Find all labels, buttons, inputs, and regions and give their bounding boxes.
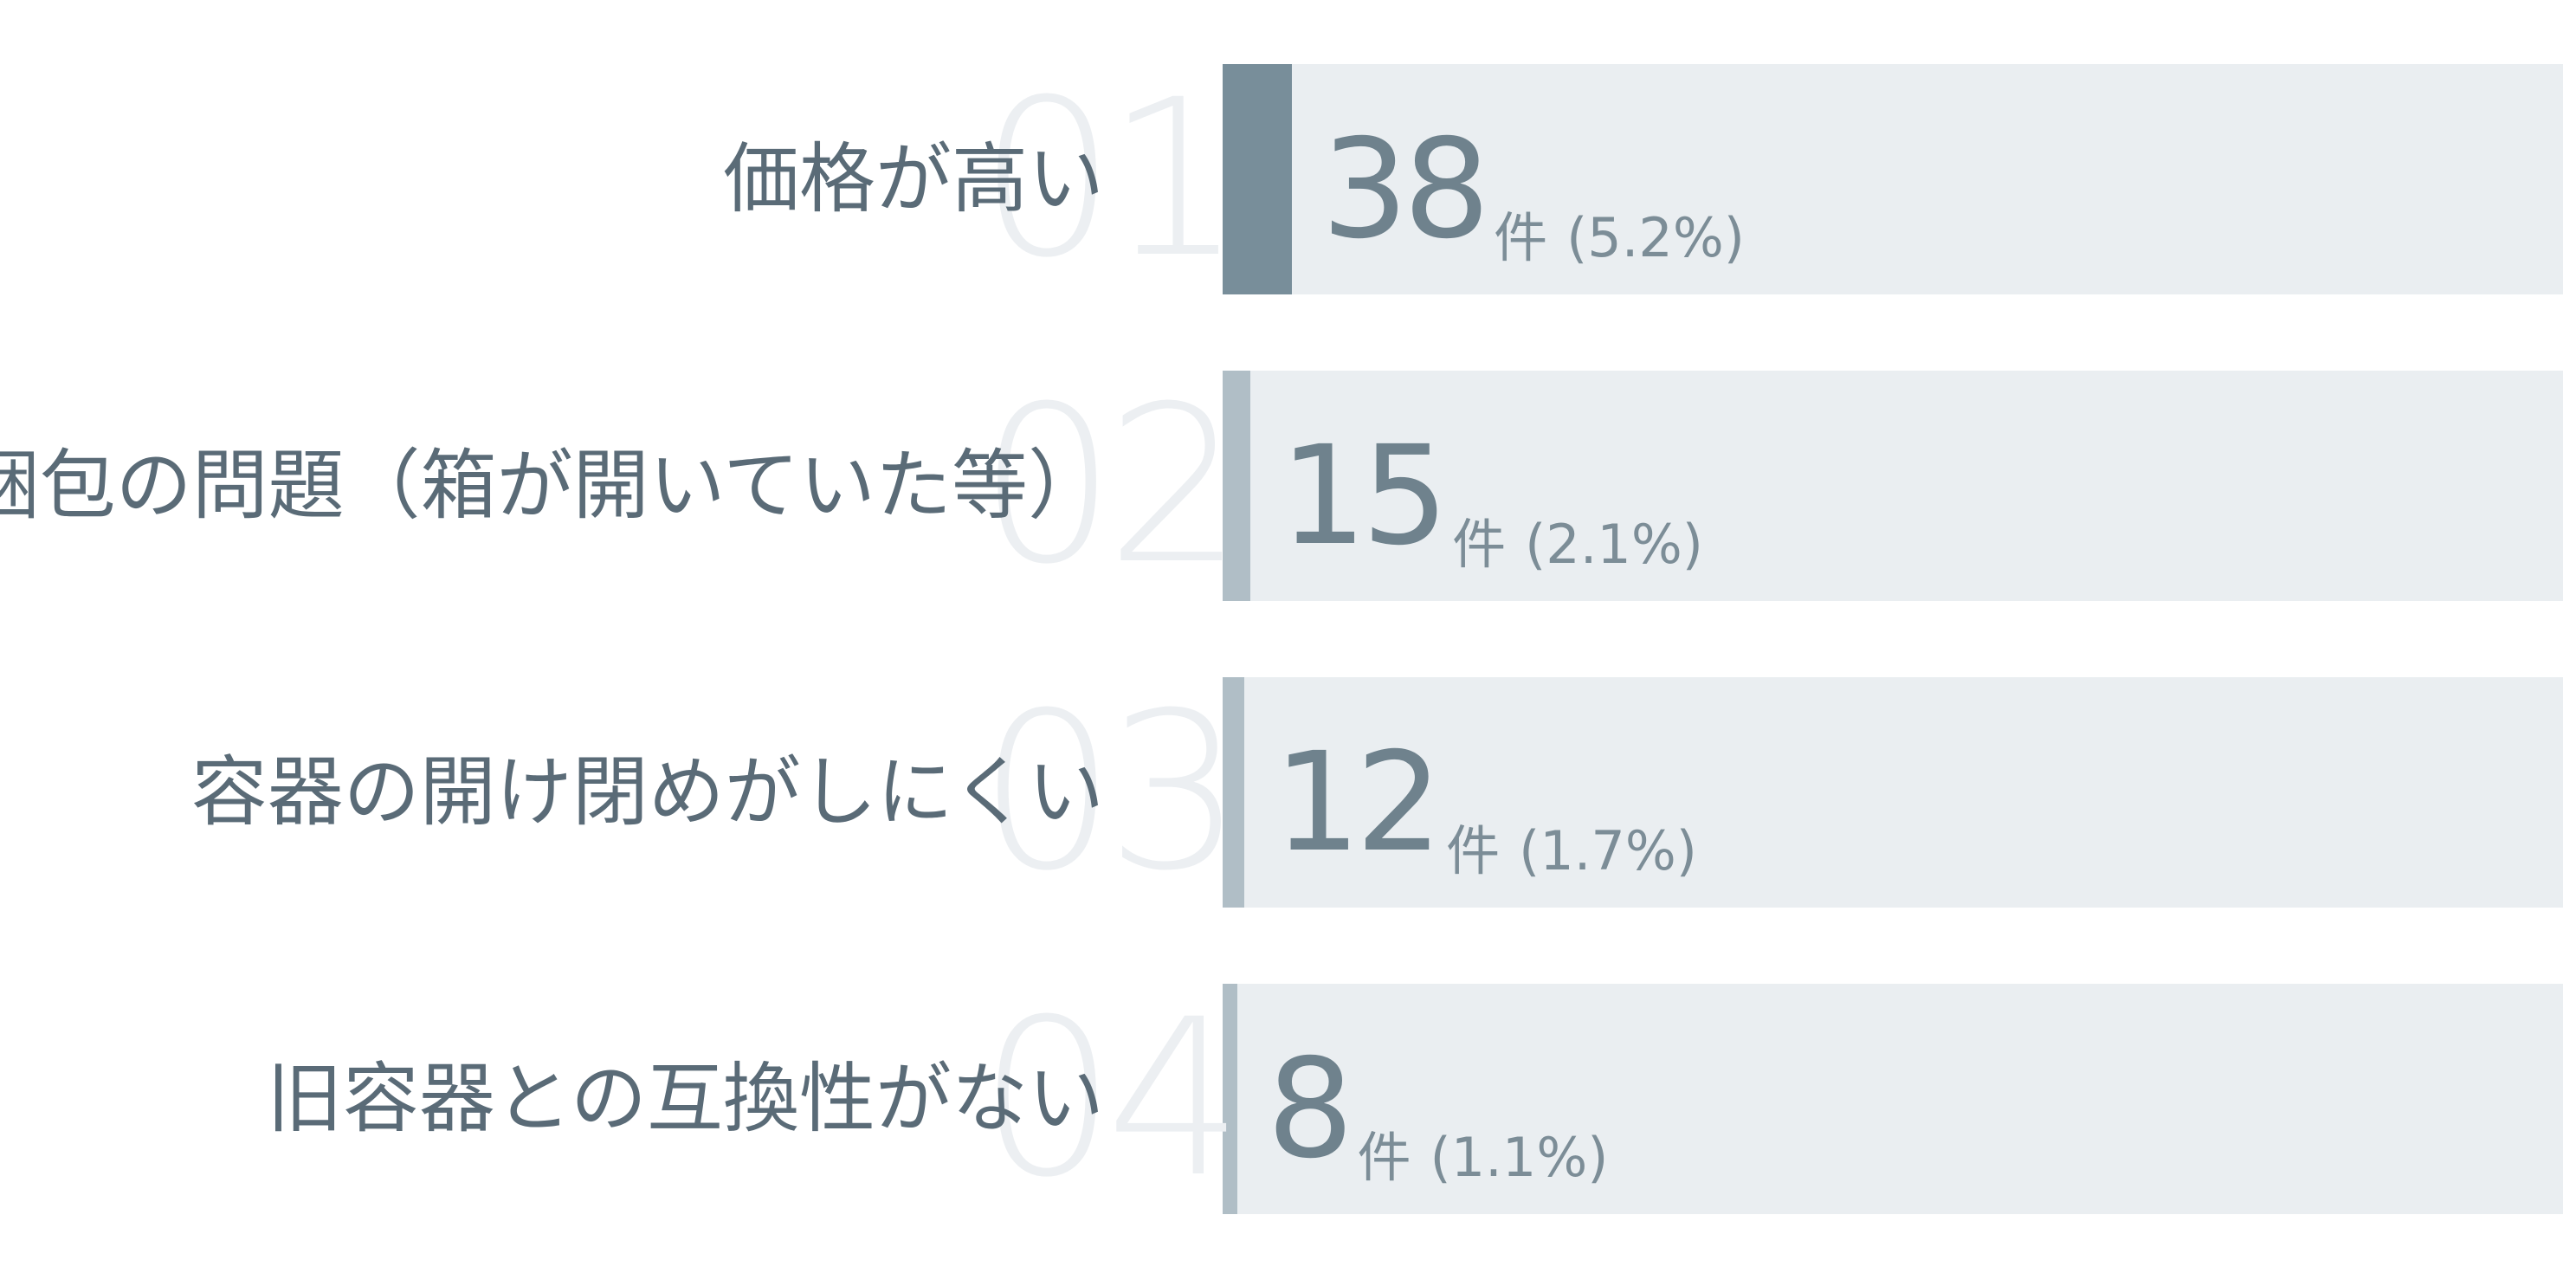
value-count: 15: [1280, 417, 1449, 576]
value-unit: 件: [1494, 206, 1548, 269]
rank-number: 03: [978, 666, 1243, 918]
value-count: 8: [1267, 1030, 1354, 1189]
bar-track: 15 件 (2.1%): [1223, 371, 2563, 601]
category-label: 容器の開け閉めがしにくい: [190, 747, 1104, 837]
value-percent: (5.2%): [1566, 206, 1745, 269]
bar-track: 8 件 (1.1%): [1223, 984, 2563, 1214]
rank-number: 01: [978, 53, 1243, 305]
bar-fill: [1223, 371, 1250, 601]
bar-row: 03 容器の開け閉めがしにくい 12 件 (1.7%): [0, 677, 2576, 908]
bar-track: 12 件 (1.7%): [1223, 677, 2563, 908]
value-percent: (1.1%): [1430, 1126, 1609, 1189]
category-label: 価格が高い: [722, 134, 1104, 223]
bar-row: 01 価格が高い 38 件 (5.2%): [0, 64, 2576, 294]
bar-track: 38 件 (5.2%): [1223, 64, 2563, 294]
bar-fill: [1223, 64, 1292, 294]
rank-number: 04: [978, 973, 1243, 1225]
rank-number: 02: [978, 359, 1243, 611]
value-count: 12: [1274, 723, 1443, 882]
category-label: 梱包の問題（箱が開いていた等）: [0, 441, 1104, 530]
value-unit: 件: [1452, 513, 1507, 576]
value-unit: 件: [1357, 1126, 1411, 1189]
value-unit: 件: [1446, 819, 1501, 882]
bar-row: 02 梱包の問題（箱が開いていた等） 15 件 (2.1%): [0, 371, 2576, 601]
category-label: 旧容器との互換性がない: [266, 1054, 1104, 1143]
value-count: 38: [1321, 110, 1490, 269]
value-percent: (1.7%): [1519, 819, 1697, 882]
value-percent: (2.1%): [1525, 513, 1703, 576]
bar-fill: [1223, 677, 1244, 908]
bar-row: 04 旧容器との互換性がない 8 件 (1.1%): [0, 984, 2576, 1214]
bar-fill: [1223, 984, 1237, 1214]
